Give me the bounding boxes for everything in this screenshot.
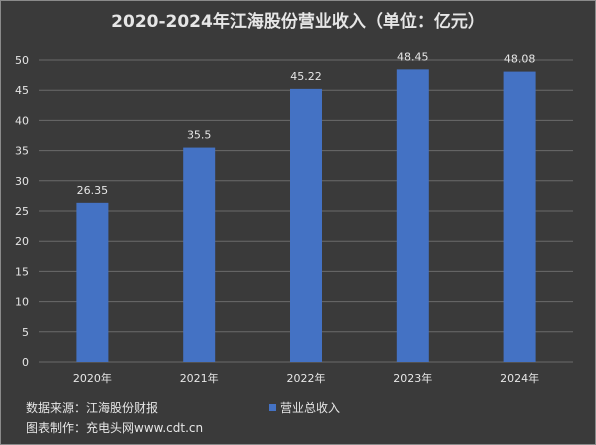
legend: 营业总收入 <box>269 399 340 416</box>
x-tick-label: 2024年 <box>500 371 539 385</box>
y-tick-label: 30 <box>15 175 29 188</box>
data-source-note: 数据来源：江海股份财报 <box>26 401 159 415</box>
bar <box>503 71 536 362</box>
y-tick-label: 5 <box>22 326 29 339</box>
y-tick-label: 50 <box>15 54 29 67</box>
chart-title: 2020-2024年江海股份营业收入（单位：亿元） <box>111 12 485 32</box>
x-tick-label: 2023年 <box>393 371 432 385</box>
bar <box>396 69 429 362</box>
x-tick-label: 2021年 <box>180 371 219 385</box>
bar <box>183 147 216 362</box>
data-label: 45.22 <box>290 70 322 83</box>
y-tick-label: 10 <box>15 296 29 309</box>
bar <box>290 88 322 362</box>
legend-swatch <box>269 404 276 411</box>
x-tick-label: 2020年 <box>73 371 112 385</box>
y-tick-label: 35 <box>15 145 29 158</box>
y-tick-label: 0 <box>22 356 29 369</box>
y-tick-label: 45 <box>15 84 29 97</box>
data-label: 35.5 <box>187 129 212 142</box>
data-label: 48.08 <box>504 53 536 66</box>
data-label: 26.35 <box>77 184 109 197</box>
y-tick-label: 15 <box>15 265 29 278</box>
data-label: 48.45 <box>397 50 429 63</box>
x-tick-label: 2022年 <box>287 371 326 385</box>
legend-label: 营业总收入 <box>280 401 341 415</box>
bar <box>76 202 109 362</box>
chart-maker-note: 图表制作：充电头网www.cdt.cn <box>26 421 204 435</box>
y-tick-label: 25 <box>15 205 29 218</box>
y-tick-label: 40 <box>15 114 29 127</box>
y-tick-label: 20 <box>15 235 29 248</box>
